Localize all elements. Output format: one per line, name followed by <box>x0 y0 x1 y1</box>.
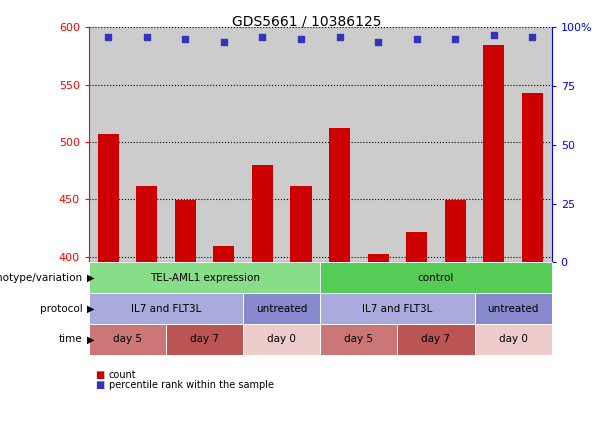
Point <box>451 36 460 43</box>
Text: day 5: day 5 <box>345 335 373 344</box>
Text: count: count <box>109 370 136 380</box>
Bar <box>329 128 350 262</box>
Point <box>373 38 383 45</box>
Bar <box>136 186 158 262</box>
Point <box>412 36 422 43</box>
Text: day 5: day 5 <box>113 335 142 344</box>
Bar <box>175 201 196 262</box>
Point <box>335 33 345 40</box>
Text: day 7: day 7 <box>190 335 219 344</box>
Bar <box>483 45 504 262</box>
Text: percentile rank within the sample: percentile rank within the sample <box>109 380 273 390</box>
Bar <box>522 93 543 262</box>
Text: untreated: untreated <box>256 304 307 313</box>
Text: IL7 and FLT3L: IL7 and FLT3L <box>131 304 201 313</box>
Point <box>142 33 151 40</box>
Bar <box>368 254 389 262</box>
Point <box>296 36 306 43</box>
Text: day 7: day 7 <box>422 335 451 344</box>
Text: untreated: untreated <box>487 304 539 313</box>
Text: ▶: ▶ <box>87 335 94 344</box>
Bar <box>406 233 427 262</box>
Text: ▶: ▶ <box>87 273 94 283</box>
Bar <box>252 165 273 262</box>
Bar <box>444 201 466 262</box>
Text: ■: ■ <box>95 370 104 380</box>
Text: protocol: protocol <box>40 304 83 313</box>
Point <box>489 31 499 38</box>
Text: day 0: day 0 <box>267 335 296 344</box>
Bar <box>97 134 119 262</box>
Point <box>257 33 267 40</box>
Text: genotype/variation: genotype/variation <box>0 273 83 283</box>
Text: TEL-AML1 expression: TEL-AML1 expression <box>150 273 259 283</box>
Bar <box>213 246 235 262</box>
Point <box>180 36 190 43</box>
Text: ▶: ▶ <box>87 304 94 313</box>
Bar <box>291 186 311 262</box>
Text: GDS5661 / 10386125: GDS5661 / 10386125 <box>232 15 381 29</box>
Text: control: control <box>418 273 454 283</box>
Point <box>103 33 113 40</box>
Point <box>528 33 538 40</box>
Text: day 0: day 0 <box>499 335 528 344</box>
Text: ■: ■ <box>95 380 104 390</box>
Text: IL7 and FLT3L: IL7 and FLT3L <box>362 304 433 313</box>
Point <box>219 38 229 45</box>
Text: time: time <box>59 335 83 344</box>
